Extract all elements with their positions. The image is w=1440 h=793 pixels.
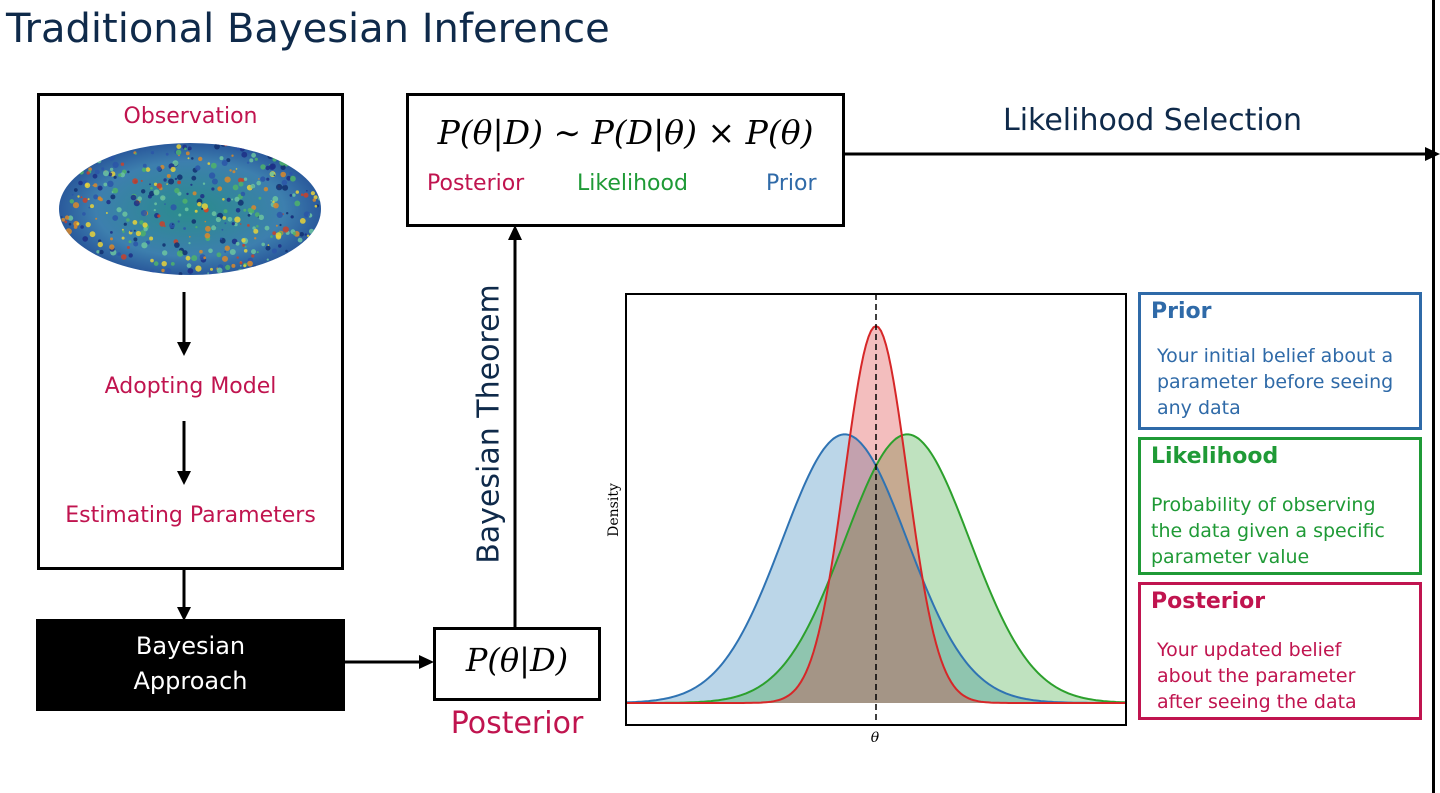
posterior-formula: P(θ|D)	[465, 641, 569, 679]
right-edge-line	[1432, 0, 1435, 793]
page-title: Traditional Bayesian Inference	[6, 6, 610, 52]
formula-prior-label: Prior	[766, 171, 817, 196]
plot-xlabel: θ	[871, 730, 880, 746]
legend-posterior-box: Posterior Your updated belief about the …	[1138, 582, 1422, 720]
formula-posterior-label: Posterior	[427, 171, 525, 196]
legend-prior-title: Prior	[1151, 299, 1212, 324]
legend-likelihood-desc: Probability of observing the data given …	[1151, 494, 1385, 568]
plot-frame	[625, 293, 1127, 726]
bayes-formula-box	[406, 93, 845, 227]
arrow-model-to-params	[177, 421, 191, 485]
bayesian-approach-box	[36, 619, 345, 711]
legend-posterior-title: Posterior	[1151, 589, 1266, 614]
posterior-formula-box	[433, 627, 601, 701]
legend-likelihood-box: Likelihood Probability of observing the …	[1138, 437, 1422, 575]
legend-likelihood-title: Likelihood	[1151, 444, 1279, 469]
arrow-theorem-up	[508, 225, 522, 628]
observation-label: Observation	[123, 104, 258, 129]
bayesian-approach-line1: Bayesian	[135, 632, 246, 660]
arrow-observation-to-model	[177, 292, 191, 356]
bayes-formula: P(θ|D) ∼ P(D|θ) × P(θ)	[437, 113, 814, 152]
legend-prior-desc: Your initial belief about a parameter be…	[1157, 345, 1394, 419]
formula-likelihood-label: Likelihood	[577, 171, 688, 196]
arrow-to-bayesian-approach	[177, 569, 191, 621]
likelihood-selection-label: Likelihood Selection	[1003, 103, 1303, 138]
legend-posterior-desc: Your updated belief about the parameter …	[1157, 639, 1357, 713]
process-box	[37, 93, 344, 570]
arrow-approach-to-posterior	[345, 655, 434, 669]
legend-prior-box: Prior Your initial belief about a parame…	[1138, 292, 1422, 430]
cmb-sky-map-icon	[59, 143, 321, 275]
adopting-model-label: Adopting Model	[104, 374, 277, 399]
density-plot: θ	[625, 293, 1127, 746]
bayesian-approach-line2: Approach	[133, 667, 248, 695]
estimating-parameters-label: Estimating Parameters	[65, 503, 316, 528]
posterior-caption: Posterior	[450, 706, 584, 741]
arrow-likelihood-selection	[845, 147, 1440, 161]
